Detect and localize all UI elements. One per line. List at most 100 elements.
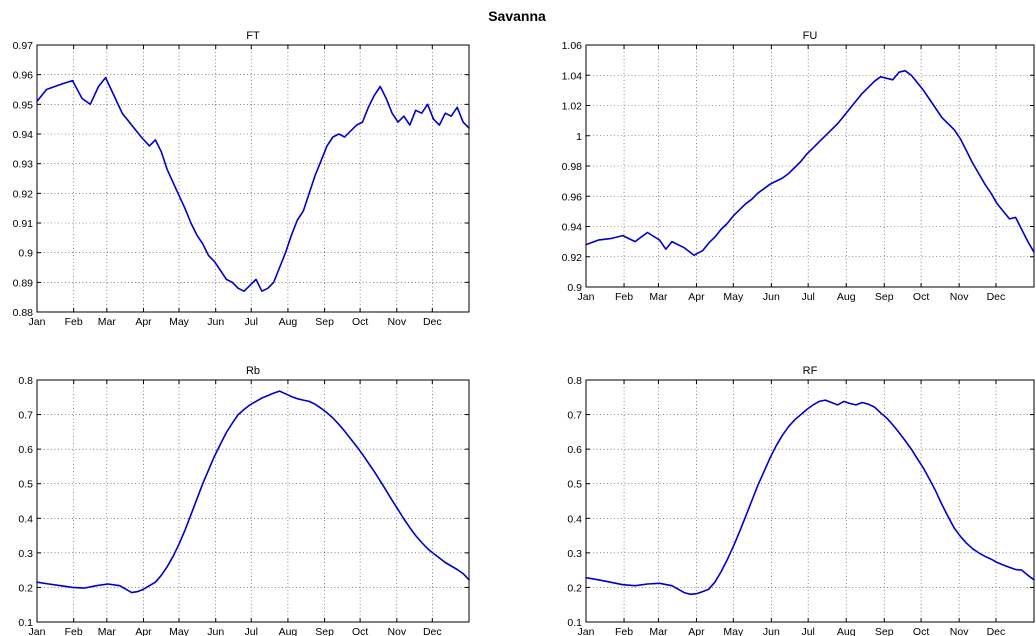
subplot-rb: Rb 0.1 0.2 0.3 0.4 0.5 0.6 0.7 0.8 Jan Feb Mar Apr Ma… — [18, 365, 470, 636]
x-tick-label: Oct — [352, 316, 368, 328]
x-tick-label: Sep — [875, 291, 894, 303]
series-line-ft — [36, 76, 470, 292]
x-tick-label: May — [723, 626, 744, 636]
x-tick-label: Jan — [29, 626, 46, 636]
plot-area — [585, 379, 1035, 623]
x-tick-label: Feb — [65, 626, 83, 636]
y-tick-label: 0.9 — [567, 282, 582, 294]
x-tick-label: May — [169, 316, 190, 328]
x-tick-label: Apr — [688, 626, 705, 636]
x-tick-label: Mar — [649, 626, 668, 636]
y-tick-label: 0.8 — [18, 375, 33, 387]
y-tick-label: 0.1 — [18, 617, 33, 629]
y-tick-label: 0.97 — [13, 40, 34, 52]
x-tick-label: Oct — [913, 626, 929, 636]
y-tick-label: 0.3 — [18, 548, 33, 560]
y-tick-label: 0.93 — [13, 159, 34, 171]
y-tick-label: 0.5 — [18, 479, 33, 491]
subplot-rf: RF 0.1 0.2 0.3 0.4 0.5 0.6 0.7 0.8 Jan Feb Mar Apr Ma… — [567, 365, 1035, 636]
subplot-fu: FU 0.9 0.92 0.94 0.96 0.98 1 1.02 1.04 1.06 Jan Feb… — [562, 30, 1035, 303]
x-tick-label: Jun — [207, 626, 224, 636]
x-tick-label: Apr — [688, 291, 705, 303]
y-tick-label: 1 — [576, 131, 582, 143]
y-tick-label: 0.89 — [13, 277, 34, 289]
x-tick-label: Oct — [913, 291, 929, 303]
x-tick-label: May — [169, 626, 190, 636]
x-tick-label: Apr — [135, 626, 152, 636]
y-tick-label: 0.95 — [13, 99, 34, 111]
series-line-fu — [585, 69, 1035, 256]
y-tick-label: 0.96 — [13, 70, 34, 82]
x-tick-label: Jul — [801, 291, 814, 303]
y-tick-label: 0.5 — [567, 479, 582, 491]
y-tick-label: 0.98 — [562, 161, 583, 173]
y-tick-label: 0.7 — [18, 410, 33, 422]
x-tick-label: Jul — [245, 626, 258, 636]
subplots: FT0.880.890.90.910.920.930.940.950.960.9… — [13, 30, 1035, 636]
y-tick-label: 0.91 — [13, 218, 34, 230]
subplot-title: Rb — [246, 365, 260, 377]
y-tick-label: 0.92 — [13, 188, 34, 200]
y-tick-label: 1.02 — [562, 101, 583, 113]
y-tick-label: 0.1 — [567, 617, 582, 629]
subplot-title: RF — [803, 365, 818, 377]
x-tick-label: Jan — [578, 291, 595, 303]
plot-area — [36, 379, 470, 623]
x-tick-label: Mar — [98, 316, 117, 328]
x-tick-label: Dec — [987, 626, 1006, 636]
x-tick-label: Jul — [801, 626, 814, 636]
x-tick-label: Mar — [98, 626, 117, 636]
x-tick-label: Oct — [352, 626, 368, 636]
x-tick-label: Dec — [423, 316, 442, 328]
y-tick-label: 0.4 — [18, 513, 33, 525]
x-tick-label: Jan — [578, 626, 595, 636]
x-tick-label: Nov — [950, 291, 969, 303]
y-tick-label: 0.6 — [18, 444, 33, 456]
x-tick-label: Jun — [763, 291, 780, 303]
x-tick-label: Sep — [315, 626, 334, 636]
y-tick-label: 0.3 — [567, 548, 582, 560]
y-tick-label: 0.94 — [562, 222, 583, 234]
x-tick-label: Nov — [950, 626, 969, 636]
x-tick-label: Dec — [987, 291, 1006, 303]
x-tick-label: Nov — [387, 626, 406, 636]
x-tick-label: Nov — [387, 316, 406, 328]
x-tick-label: Aug — [837, 626, 856, 636]
y-tick-label: 0.88 — [13, 307, 34, 319]
y-tick-label: 0.94 — [13, 129, 34, 141]
y-tick-label: 0.9 — [18, 248, 33, 260]
series-line-rf — [585, 399, 1035, 596]
y-tick-label: 0.96 — [562, 191, 583, 203]
x-tick-label: Aug — [279, 316, 298, 328]
y-tick-label: 0.4 — [567, 513, 582, 525]
subplot-title: FU — [803, 30, 818, 42]
y-tick-label: 0.8 — [567, 375, 582, 387]
x-tick-label: Apr — [135, 316, 152, 328]
y-tick-label: 0.92 — [562, 252, 583, 264]
x-tick-label: Feb — [615, 291, 633, 303]
x-tick-label: Dec — [423, 626, 442, 636]
x-tick-label: Jan — [29, 316, 46, 328]
figure-title: Savanna — [488, 8, 546, 24]
y-tick-label: 0.2 — [567, 582, 582, 594]
plot-area — [36, 44, 470, 313]
y-tick-label: 0.7 — [567, 410, 582, 422]
y-tick-label: 1.04 — [562, 70, 583, 82]
x-tick-label: Feb — [65, 316, 83, 328]
x-tick-label: Aug — [837, 291, 856, 303]
x-tick-label: Jul — [245, 316, 258, 328]
x-tick-label: Mar — [649, 291, 668, 303]
x-tick-label: Sep — [875, 626, 894, 636]
x-tick-label: Jun — [207, 316, 224, 328]
subplot-ft: FT 0.88 0.89 0.9 0.91 0.92 0.93 0.94 0.95 0.96 0.9… — [13, 30, 470, 328]
series-line-rb — [36, 390, 470, 594]
x-tick-label: Aug — [279, 626, 298, 636]
y-tick-label: 0.6 — [567, 444, 582, 456]
y-tick-label: 1.06 — [562, 40, 583, 52]
y-tick-label: 0.2 — [18, 582, 33, 594]
x-tick-label: Jun — [763, 626, 780, 636]
subplot-title: FT — [246, 30, 260, 42]
x-tick-label: Feb — [615, 626, 633, 636]
x-tick-label: May — [723, 291, 744, 303]
